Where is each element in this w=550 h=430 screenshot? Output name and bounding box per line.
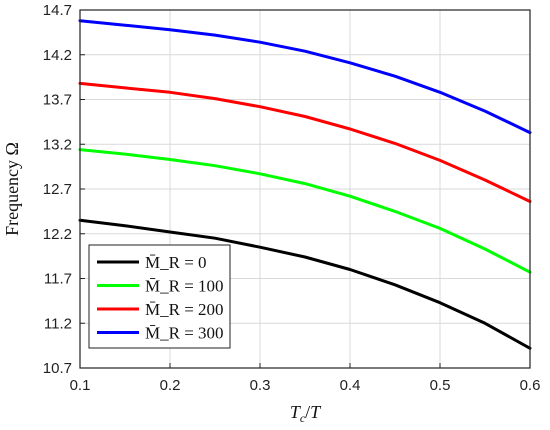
legend-label-2: M̄_R = 200 xyxy=(145,300,224,319)
y-tick-label: 12.7 xyxy=(43,181,72,198)
x-tick-label: 0.3 xyxy=(250,377,271,394)
y-tick-label: 13.2 xyxy=(43,136,72,153)
x-tick-label: 0.6 xyxy=(520,377,541,394)
series-line-1 xyxy=(78,148,532,274)
x-axis-label: Tc/T xyxy=(290,402,322,425)
series-line-0 xyxy=(78,218,532,350)
legend-label-1: M̄_R = 100 xyxy=(145,277,224,296)
axis-ticks: 0.1 0.2 0.3 0.4 0.5 0.6 10.7 11.2 11.7 12.2 12.7 13… xyxy=(43,2,541,394)
legend-label-3: M̄_R = 300 xyxy=(145,324,224,343)
y-tick-label: 14.7 xyxy=(43,2,72,19)
y-tick-label: 10.7 xyxy=(43,360,72,377)
y-tick-label: 11.7 xyxy=(44,271,72,288)
x-tick-label: 0.4 xyxy=(340,377,361,394)
y-tick-label: 11.2 xyxy=(44,315,72,332)
data-series xyxy=(78,19,532,350)
y-tick-label: 14.2 xyxy=(43,47,72,64)
x-tick-label: 0.5 xyxy=(430,377,451,394)
y-axis-label: Frequency Ω xyxy=(2,142,22,236)
y-tick-label: 12.2 xyxy=(43,226,72,243)
x-tick-label: 0.2 xyxy=(160,377,181,394)
legend: M̄_R = 0 M̄_R = 100 M̄_R = 200 M̄_R = 300 xyxy=(88,244,231,349)
series-line-3 xyxy=(78,19,532,135)
x-tick-label: 0.1 xyxy=(70,377,91,394)
y-tick-label: 13.7 xyxy=(43,92,72,109)
series-line-2 xyxy=(78,81,532,203)
legend-label-0: M̄_R = 0 xyxy=(145,253,207,272)
